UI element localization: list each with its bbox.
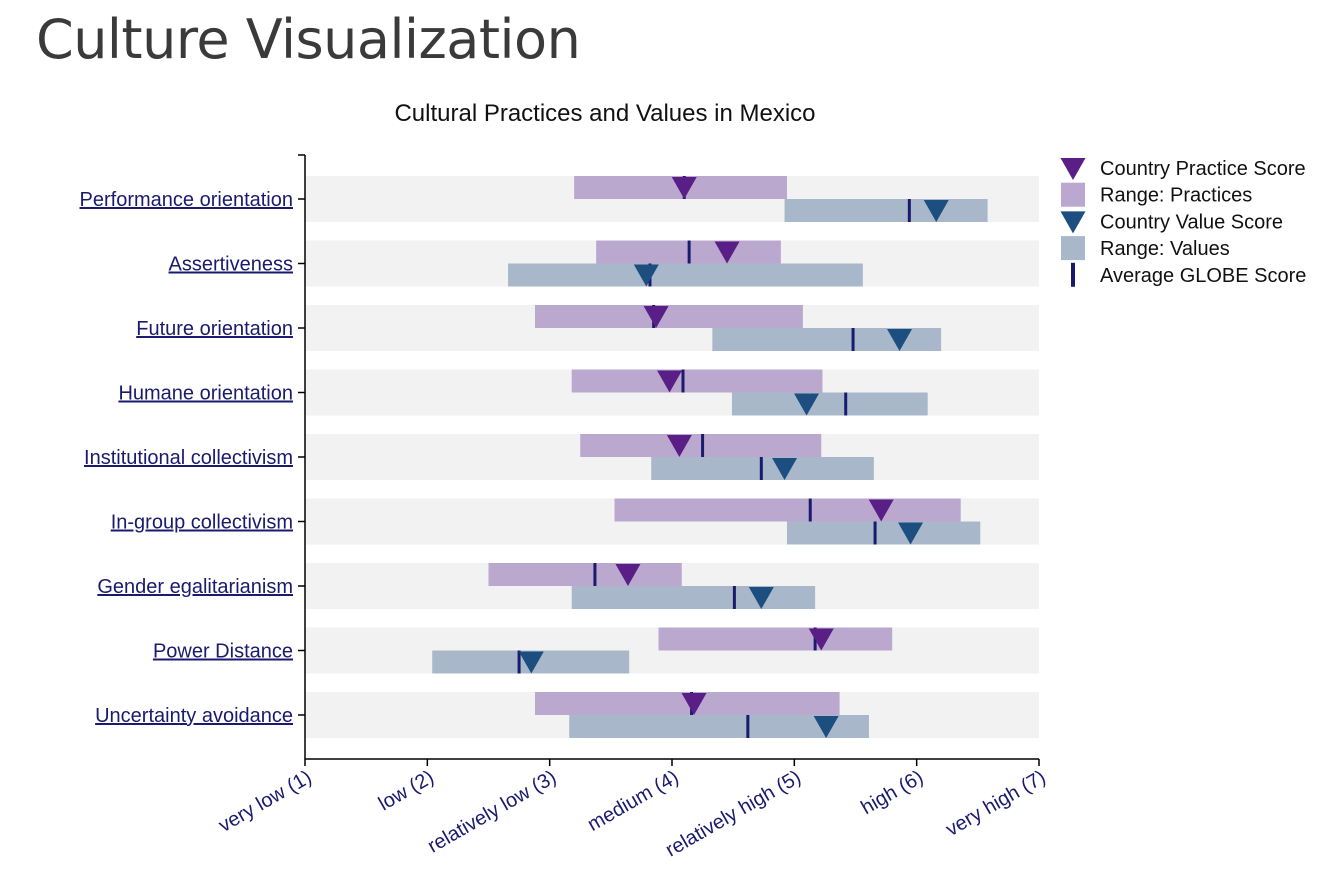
legend-label: Range: Values [1100, 238, 1230, 260]
legend-item: Range: Values [1061, 236, 1230, 261]
legend-item: Range: Practices [1061, 182, 1252, 207]
x-tick-label: high (6) [857, 766, 927, 819]
chart-legend: Country Practice Score Range: Practices Co… [1060, 158, 1306, 287]
x-tick-label: medium (4) [584, 766, 683, 836]
value-score-marker [887, 329, 913, 351]
legend-label: Average GLOBE Score [1100, 265, 1306, 287]
bar-icon [1071, 262, 1075, 287]
chart-row: Institutional collectivism [84, 434, 1039, 480]
legend-item: Country Practice Score [1060, 158, 1306, 180]
value-score-marker [772, 458, 798, 480]
practice-range-bar [658, 627, 893, 651]
triangle-down-icon [1060, 211, 1086, 234]
triangle-down-icon [1060, 158, 1086, 180]
value-score-marker [794, 393, 820, 416]
chart-row: Power Distance [153, 627, 1039, 674]
practice-score-marker [681, 693, 707, 715]
value-range-bar [569, 715, 869, 738]
value-score-marker [813, 716, 839, 738]
value-range-bar [571, 586, 816, 609]
chart-row: Future orientation [136, 305, 1039, 351]
category-label[interactable]: Power Distance [153, 641, 293, 663]
page-title: Culture Visualization [36, 8, 581, 71]
legend-label: Range: Practices [1100, 185, 1252, 207]
x-tick-label: relatively low (3) [424, 766, 560, 857]
category-label[interactable]: Uncertainty avoidance [95, 705, 293, 727]
category-label[interactable]: Future orientation [136, 318, 293, 340]
x-tick-label: very high (7) [942, 766, 1049, 841]
square-icon [1061, 236, 1085, 261]
category-label[interactable]: Institutional collectivism [84, 447, 293, 469]
chart-row: Uncertainty avoidance [95, 692, 1039, 738]
legend-label: Country Practice Score [1100, 158, 1306, 180]
chart-row: Performance orientation [80, 176, 1039, 222]
x-tick-label: very low (1) [215, 766, 316, 837]
value-range-bar [712, 328, 942, 351]
practice-range-bar [614, 498, 961, 522]
practice-score-marker [808, 628, 834, 651]
practice-range-bar [580, 434, 822, 457]
legend-item: Average GLOBE Score [1071, 262, 1306, 287]
practice-range-bar [534, 305, 803, 328]
practice-score-marker [714, 241, 740, 264]
chart-title: Cultural Practices and Values in Mexico [394, 100, 815, 127]
category-label[interactable]: Performance orientation [80, 189, 293, 211]
chart-row: In-group collectivism [111, 498, 1039, 545]
legend-label: Country Value Score [1100, 211, 1283, 233]
chart-rows: Performance orientation Assertiveness Futu… [80, 176, 1039, 738]
value-range-bar [508, 263, 863, 287]
x-tick-label: low (2) [375, 766, 438, 815]
value-score-marker [898, 522, 924, 545]
practice-range-bar [571, 369, 823, 393]
value-score-marker [518, 651, 544, 674]
category-label[interactable]: Gender egalitarianism [97, 576, 293, 598]
practice-score-marker [643, 306, 669, 328]
practice-score-marker [657, 370, 683, 393]
value-score-marker [633, 264, 659, 287]
practice-score-marker [868, 499, 894, 522]
category-label[interactable]: Humane orientation [118, 383, 293, 405]
category-label[interactable]: Assertiveness [169, 254, 294, 276]
chart-row: Assertiveness [169, 240, 1039, 287]
value-score-marker [748, 587, 774, 609]
value-range-bar [731, 392, 928, 416]
practice-score-marker [666, 435, 692, 457]
practice-score-marker [615, 564, 641, 586]
chart-row: Gender egalitarianism [97, 563, 1039, 609]
x-tick-label: relatively high (5) [662, 766, 805, 861]
practice-range-bar [488, 563, 682, 586]
value-score-marker [923, 200, 949, 222]
practice-score-marker [671, 177, 697, 199]
value-range-bar [786, 521, 981, 545]
square-icon [1061, 182, 1085, 207]
category-label[interactable]: In-group collectivism [111, 512, 293, 534]
value-range-bar [784, 199, 988, 222]
legend-item: Country Value Score [1060, 211, 1283, 234]
chart-row: Humane orientation [118, 369, 1039, 416]
practice-range-bar [534, 692, 840, 715]
